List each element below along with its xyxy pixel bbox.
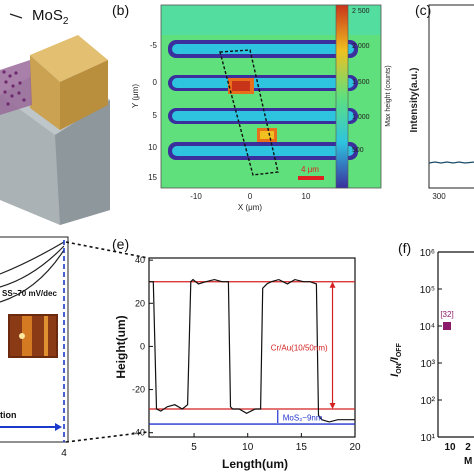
b-ytick: 10 [148,143,157,152]
panel-f-letter: (f) [398,240,412,256]
label-arrow [9,13,23,19]
panel-b-letter: (b) [112,2,130,18]
c-xtick: 300 [432,192,446,201]
cbar-tick: 1 000 [352,114,370,121]
f-xtick-label: 10 [444,442,456,453]
e-ytick-label: 40 [135,255,145,265]
f-point-label: [32] [440,310,453,319]
e-xtick-label: 20 [349,442,361,453]
f-y-axis-label: ION/IOFF [389,342,403,376]
e-annotation-mos2: MoS₂~9nm [283,414,323,423]
e-ytick-label: 0 [140,341,145,351]
electrode-side [30,55,60,130]
b-xtick: 0 [248,192,253,201]
b-ytick: -5 [150,41,158,50]
cbar-tick: 1 500 [352,79,370,86]
e-ytick-label: 20 [135,298,145,308]
b-x-axis-label: X (μm) [238,203,262,212]
panel-b-heatmap: -5 0 5 10 15 Y (μm) -10 0 10 X (μm) 4 μm… [131,4,392,212]
f-ytick-label: 10⁶ [420,248,435,259]
e-annotation-crau: Cr/Au(10/50nm) [271,343,328,352]
b-y-axis-label: Y (μm) [131,84,140,108]
material-label: MoS2 [32,7,69,27]
panel-a: MoS2 [0,7,110,225]
f-ytick-label: 10² [421,396,436,407]
panel-d: SS~70 mV/dec tion 4 [0,236,69,459]
cbar-tick: 2 000 [352,43,370,50]
mos2-atoms [2,70,26,106]
e-red-arrowhead-bottom [329,402,336,409]
ss-annotation: SS~70 mV/dec [2,289,57,298]
c-y-axis-label: Intensity(a.u.) [409,67,420,132]
transfer-curve-2 [0,245,65,288]
e-xtick-label: 10 [242,442,254,453]
panel-c: Intensity(a.u.) 300 [409,4,474,201]
b-ytick: 15 [148,173,157,182]
f-x-axis-label: M [464,456,472,467]
f-ytick-label: 10⁴ [420,322,435,333]
b-xtick: 10 [302,192,311,201]
panel-e-letter: (e) [112,236,130,252]
b-xtick: -10 [190,192,202,201]
e-xtick-label: 15 [296,442,308,453]
colorbar [335,4,349,189]
spectrum-line [428,161,474,164]
scalebar-label: 4 μm [301,165,319,174]
e-x-axis-label: Length(um) [222,457,288,471]
e-y-axis-label: Height(um) [114,315,128,378]
e-red-arrowhead-top [329,281,336,288]
panel-c-letter: (c) [415,2,432,18]
cbar-tick: 2 500 [352,8,370,15]
flake-outline [219,49,279,176]
connector-lines [65,241,149,443]
f-ytick-label: 10¹ [421,433,436,444]
e-ytick-label: -40 [132,428,145,438]
panel-e-chart: Height(um) Length(um) Cr/Au(10/50nm) MoS₂… [114,255,361,471]
transfer-curve-1 [0,241,65,275]
e-plot-frame [148,257,356,438]
b-ytick: 5 [153,111,158,120]
substrate-front [55,100,110,225]
d-blue-arrowhead [55,423,62,431]
electrode-front [60,60,108,130]
transfer-curve-3 [0,249,65,303]
f-ytick-label: 10³ [421,359,436,370]
f-xtick-label: 2 [465,442,471,453]
d-xtick: 4 [61,448,67,459]
b-ytick: 0 [153,78,158,87]
d-bottom-text: tion [0,410,17,420]
electrode-top [30,35,108,82]
scalebar [298,176,324,180]
panel-f-chart: ION/IOFF 10⁶ 10⁵ 10⁴ 10³ 10² 10¹ 10 2 M [32] [389,248,474,467]
e-xtick-label: 5 [191,442,197,453]
f-data-point-0 [443,322,451,330]
colorbar-label: Max height (counts) [385,65,392,126]
e-ytick-label: -20 [132,385,145,395]
cbar-tick: 500 [352,147,364,154]
f-ytick-label: 10⁵ [420,285,435,296]
e-height-profile [149,278,355,423]
